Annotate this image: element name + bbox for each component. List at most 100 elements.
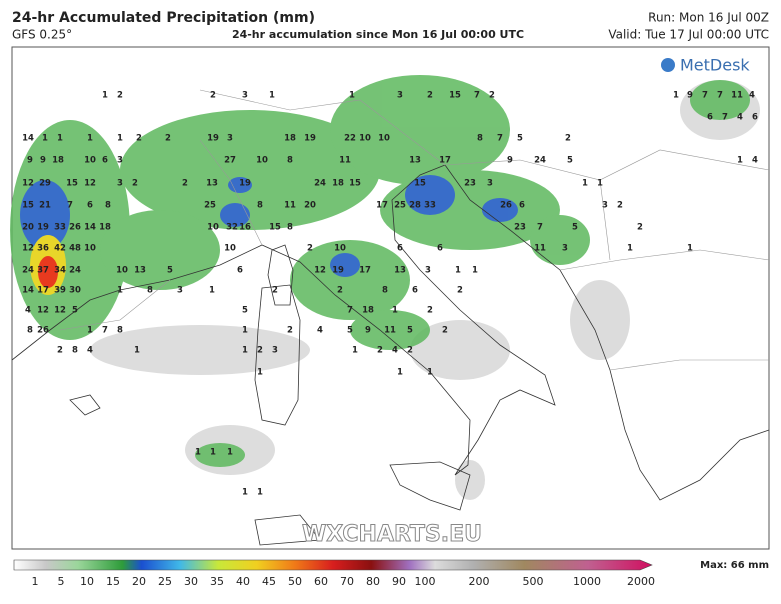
precip-value: 10	[224, 244, 236, 254]
precip-value: 1	[673, 91, 679, 101]
precip-value: 5	[572, 223, 578, 233]
precip-value: 2	[136, 134, 142, 144]
precip-value: 12	[314, 266, 326, 276]
precip-value: 7	[722, 113, 728, 123]
precip-value: 3	[425, 266, 431, 276]
precip-value: 8	[287, 156, 293, 166]
precip-value: 1	[209, 286, 215, 296]
precip-value: 33	[54, 223, 66, 233]
precip-value: 10	[84, 156, 96, 166]
colorbar-label: 45	[262, 575, 276, 588]
precip-value: 17	[376, 201, 388, 211]
precip-value: 10	[378, 134, 390, 144]
precip-value: 20	[22, 223, 34, 233]
precip-value: 32	[226, 223, 238, 233]
precip-value: 1	[102, 91, 108, 101]
precip-value: 2	[210, 91, 216, 101]
precip-value: 1	[597, 179, 603, 189]
precip-value: 30	[69, 286, 81, 296]
precip-value: 25	[394, 201, 406, 211]
precip-value: 6	[237, 266, 243, 276]
precip-value: 6	[707, 113, 713, 123]
colorbar-label: 10	[80, 575, 94, 588]
precip-value: 1	[427, 368, 433, 378]
precip-value: 2	[337, 286, 343, 296]
precip-value: 11	[339, 156, 351, 166]
precip-value: 7	[537, 223, 543, 233]
precip-value: 6	[519, 201, 525, 211]
model: GFS 0.25°	[12, 28, 72, 42]
colorbar-label: 20	[132, 575, 146, 588]
precip-value: 6	[397, 244, 403, 254]
precip-value: 1	[87, 134, 93, 144]
precip-value: 2	[257, 346, 263, 356]
precip-value: 1	[582, 179, 588, 189]
colorbar-labels: 1 5 10 15 20 25 30 35 40 45 50 60 70 80 90 100 200 500 100…	[32, 575, 656, 588]
precip-value: 36	[37, 244, 49, 254]
colorbar-label: 25	[158, 575, 172, 588]
precip-value: 24	[69, 266, 81, 276]
precip-value: 14	[22, 286, 34, 296]
precip-value: 1	[352, 346, 358, 356]
precip-value: 4	[25, 306, 31, 316]
precip-value: 1	[227, 448, 233, 458]
precip-value: 13	[394, 266, 406, 276]
precip-value: 2	[117, 91, 123, 101]
precip-value: 7	[717, 91, 723, 101]
precip-value: 1	[687, 244, 693, 254]
precip-value: 1	[269, 91, 275, 101]
precip-value: 8	[27, 326, 33, 336]
logo: MetDesk	[680, 56, 750, 75]
precip-value: 13	[134, 266, 146, 276]
precip-value: 10	[334, 244, 346, 254]
precip-value: 9	[507, 156, 513, 166]
precip-value: 8	[147, 286, 153, 296]
precip-value: 1	[42, 134, 48, 144]
precip-value: 4	[317, 326, 323, 336]
precip-value: 5	[72, 306, 78, 316]
precip-value: 1	[257, 368, 263, 378]
precip-value: 4	[392, 346, 398, 356]
colorbar-label: 1000	[573, 575, 601, 588]
precip-value: 48	[69, 244, 81, 254]
precip-value: 15	[414, 179, 426, 189]
precip-value: 24	[534, 156, 546, 166]
precip-value: 1	[210, 448, 216, 458]
precip-value: 6	[87, 201, 93, 211]
precip-value: 12	[84, 179, 96, 189]
precip-value: 1	[242, 488, 248, 498]
precip-value: 19	[332, 266, 344, 276]
precip-value: 9	[687, 91, 693, 101]
precip-value: 11	[534, 244, 546, 254]
colorbar-label: 50	[288, 575, 302, 588]
precip-value: 6	[752, 113, 758, 123]
colorbar-label: 30	[184, 575, 198, 588]
precip-value: 10	[116, 266, 128, 276]
precip-value: 1	[392, 306, 398, 316]
colorbar-label: 80	[366, 575, 380, 588]
precip-value: 33	[424, 201, 436, 211]
precip-value: 14	[22, 134, 34, 144]
subtitle: 24-hr accumulation since Mon 16 Jul 00:0…	[232, 28, 524, 41]
run: Run: Mon 16 Jul 00Z	[648, 11, 769, 25]
precip-value: 18	[362, 306, 374, 316]
precip-value: 7	[102, 326, 108, 336]
precip-value: 19	[239, 179, 251, 189]
precip-value: 13	[206, 179, 218, 189]
colorbar-label: 5	[58, 575, 65, 588]
precip-value: 10	[256, 156, 268, 166]
precip-value: 12	[22, 179, 34, 189]
precip-value: 1	[117, 134, 123, 144]
precip-value: 3	[487, 179, 493, 189]
logo-icon	[661, 58, 675, 72]
precip-value: 39	[54, 286, 66, 296]
precip-value: 2	[307, 244, 313, 254]
precip-value: 12	[37, 306, 49, 316]
precip-value: 2	[565, 134, 571, 144]
precip-value: 14	[84, 223, 96, 233]
colorbar-label: 90	[392, 575, 406, 588]
precip-value: 9	[27, 156, 33, 166]
precip-value: 2	[57, 346, 63, 356]
precip-value: 1	[242, 346, 248, 356]
precip-value: 22	[344, 134, 356, 144]
